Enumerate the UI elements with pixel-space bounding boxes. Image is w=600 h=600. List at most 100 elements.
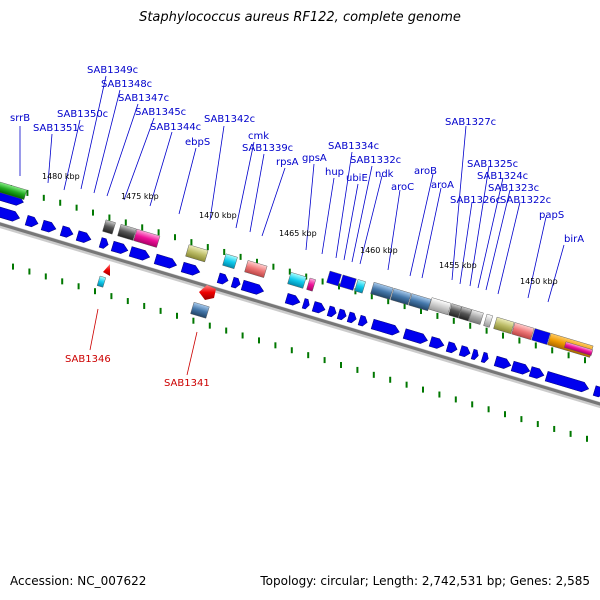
leader-line [47,133,53,184]
tick-mark [77,283,80,290]
tick-mark [258,337,260,344]
gene-label: aroA [431,180,454,191]
kbp-label: 1475 kbp [121,192,159,201]
gene-box [531,328,551,345]
gene-arrow-forward [0,206,21,222]
leader-line [261,167,286,237]
gene-box-shape [493,316,515,335]
gene-label: SAB1324c [477,171,528,182]
gene-arrow-forward-shape [592,385,600,398]
tick-mark [520,416,523,423]
gene-box [287,272,307,289]
gene-label: srrB [10,113,30,124]
gene-box-shape [102,219,116,235]
leader-line [451,125,467,281]
gene-box [244,260,268,278]
tick-mark [405,381,408,388]
tick-mark [536,421,539,428]
tick-mark [192,317,195,324]
gene-label: SAB1344c [150,122,201,133]
gene-arrow-forward [544,371,590,393]
gene-box-shape [531,328,551,345]
tick-mark [321,278,324,285]
tick-mark [28,268,31,275]
kbp-label: 1450 kbp [520,277,558,286]
gene-arrow-forward [128,246,151,261]
tick-mark [356,366,359,373]
leader-line [351,165,373,263]
gene-box-reverse [190,301,210,319]
gene-label-reverse: SAB1346 [65,354,111,365]
gene-arrow-forward [480,351,489,364]
leader-line [497,201,521,295]
genome-summary-text: Topology: circular; Length: 2,742,531 bp… [260,574,590,588]
tick-mark [452,317,455,324]
gene-arrow-forward-shape [230,276,241,289]
gene-label: gpsA [302,153,327,164]
leader-line [149,131,173,207]
gene-arrow-forward-shape [301,298,310,310]
leader-line [249,153,265,233]
tick-mark [420,308,422,314]
gene-arrow-forward [40,219,57,233]
tick-mark [61,278,64,285]
gene-box-shape [511,322,535,340]
gene-label: papS [539,210,564,221]
gene-box [448,303,462,319]
tick-mark [469,322,472,329]
gene-label: SAB1325c [467,159,518,170]
kbp-label: 1465 kbp [279,229,317,238]
tick-mark [485,327,488,334]
gene-arrow-forward-shape [59,225,74,238]
gene-label: SAB1350c [57,109,108,120]
tick-mark [340,362,342,368]
tick-mark [551,347,554,354]
tick-mark [288,268,291,275]
gene-arrow-forward-shape [0,206,21,222]
gene-box-shape [428,297,452,316]
gene-arrow-forward [470,348,479,361]
gene-arrow-forward-shape [480,351,489,364]
gene-arrow-forward [240,279,265,295]
leader-line-reverse [89,308,99,351]
tick-mark [454,396,457,403]
tick-mark [159,307,162,314]
gene-label: SAB1351c [33,123,84,134]
leader-line [335,151,353,259]
gene-label: hup [325,167,344,178]
gene-arrow-forward-shape [357,314,368,327]
leader-line [469,165,490,287]
tick-mark [223,248,226,255]
gene-box [102,219,116,235]
leader-line [93,89,121,194]
gene-label: SAB1323c [488,183,539,194]
gene-arrow-forward-shape [240,279,265,295]
tick-mark [59,199,62,206]
tick-mark [141,224,144,231]
tick-mark [274,342,277,349]
gene-box [370,281,394,300]
tick-mark [436,312,439,319]
kbp-label: 1480 kbp [42,172,80,181]
gene-arrow-forward [216,272,229,285]
gene-arrow-forward [284,293,301,306]
gene-arrow-forward [402,328,428,344]
gene-arrow-forward [510,360,531,375]
tick-mark [307,352,310,359]
tick-mark [174,234,176,241]
gene-arrow-forward [357,314,368,327]
gene-label: aroB [414,166,437,177]
gene-box-shape [468,309,484,325]
gene-arrow-forward-shape [428,336,445,349]
leader-line [527,216,547,299]
leader-line [359,175,383,265]
gene-box [339,274,357,291]
tick-mark [569,430,572,437]
gene-box-shape [185,244,209,263]
gene-arrow-forward [458,345,471,358]
gene-arrow-forward-shape [326,305,337,318]
gene-box-shape [244,260,268,278]
kbp-label: 1460 kbp [360,246,398,255]
gene-arrow-forward-shape [445,341,458,354]
